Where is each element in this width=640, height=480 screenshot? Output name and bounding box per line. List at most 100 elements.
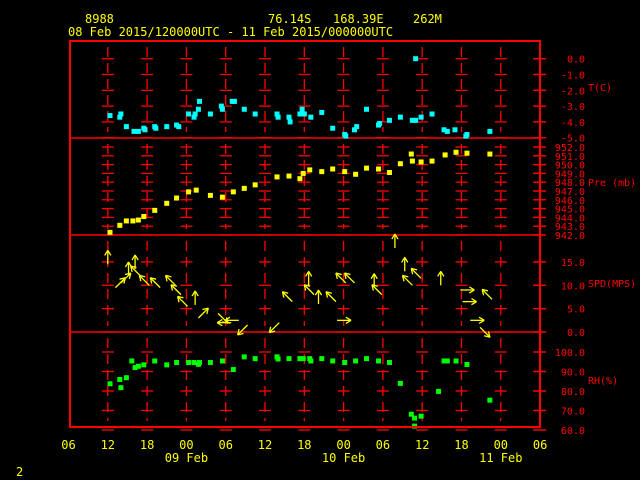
humidity-point: [444, 358, 450, 364]
wind-arrow-head: [401, 256, 406, 263]
pressure-point: [442, 152, 448, 158]
temperature-point: [418, 114, 424, 120]
humidity-point: [275, 356, 281, 362]
wind-arrow: [104, 249, 112, 265]
station-latitude: 76.14S: [268, 12, 311, 26]
wind-arrow: [149, 277, 161, 289]
x-tick-label: 06: [218, 438, 232, 452]
humidity-point: [412, 415, 418, 421]
wind-arrow-head: [149, 277, 153, 284]
wind-arrow-head: [282, 291, 289, 294]
axes: 0.0 -1.0 -2.0 -3.0 -4.0 -5.0 T(C) 952.0951.0950…: [61, 55, 636, 465]
wind-arrow-head: [303, 284, 307, 291]
humidity-point: [342, 360, 348, 366]
humidity-point: [487, 397, 493, 403]
pressure-point: [130, 218, 136, 224]
y-tick-label-pressure: 946.0: [555, 196, 585, 207]
humidity-point: [453, 358, 459, 364]
wind-arrow-head: [411, 267, 418, 271]
pressure-point: [297, 176, 303, 182]
wind-arrow-head: [344, 272, 351, 276]
y-tick-label-pressure: 950.0: [555, 161, 585, 172]
temperature-point: [330, 125, 336, 131]
wind-arrow-head: [130, 265, 133, 273]
y-tick-label-temperature: -2.0: [561, 86, 585, 97]
wind-arrow-head: [305, 270, 310, 277]
wind-arrow: [391, 233, 399, 248]
wind-arrow-head: [482, 288, 489, 292]
page-number: 2: [16, 465, 23, 479]
wind-arrow: [303, 284, 315, 296]
temperature-point: [444, 128, 450, 134]
wind-arrow-head: [107, 249, 112, 256]
wind-arrow-head: [478, 319, 485, 324]
temperature-point: [452, 127, 458, 133]
x-tick-label: 12: [101, 438, 115, 452]
wind-arrow-head: [317, 289, 323, 296]
wind-arrow: [460, 286, 475, 294]
temperature-point: [429, 111, 435, 117]
wind-arrow-head: [128, 272, 132, 280]
wind-arrow: [170, 284, 182, 296]
wind-arrow-head: [440, 270, 445, 277]
pressure-point: [186, 189, 192, 195]
humidity-point: [207, 360, 213, 366]
wind-arrow-head: [371, 284, 378, 287]
temperature-point: [397, 114, 403, 120]
wind-arrow-head: [345, 316, 352, 321]
wind-arrow-head: [224, 316, 231, 321]
wind-arrow-head: [394, 233, 399, 240]
pressure-point: [241, 185, 247, 191]
wind-arrow-head: [119, 277, 126, 280]
wind-arrow-head: [191, 290, 196, 297]
wind-arrow-head: [471, 297, 477, 303]
temperature-point: [153, 125, 159, 131]
pressure-point: [386, 170, 392, 176]
temperature-point: [135, 128, 141, 134]
wind-arrow-shaft: [371, 284, 383, 296]
wind-arrow-head: [130, 265, 137, 269]
y-tick-label-pressure: 944.0: [555, 213, 585, 224]
humidity-point: [129, 358, 135, 364]
wind-arrow-head: [308, 270, 313, 277]
wind-arrow-shaft: [237, 324, 248, 336]
wind-arrow: [197, 307, 209, 319]
temperature-point: [275, 114, 281, 120]
wind-arrow-head: [134, 254, 139, 261]
temperature-point: [301, 111, 307, 117]
temperature-point: [252, 111, 258, 117]
wind-arrow-head: [216, 322, 223, 327]
x-tick-label: 00: [336, 438, 350, 452]
y-tick-label-temperature: -4.0: [561, 118, 585, 129]
x-date-label: 11 Feb: [479, 451, 522, 465]
humidity-point: [141, 362, 147, 368]
wind-arrow-head: [471, 301, 477, 306]
wind-arrow: [176, 295, 188, 307]
wind-arrow-shaft: [177, 295, 188, 307]
pressure-point: [330, 166, 336, 172]
wind-arrow-shaft: [344, 272, 355, 284]
pressure-point: [342, 169, 348, 175]
pressure-point: [409, 158, 415, 164]
wind-arrow: [224, 316, 239, 324]
wind-arrow-head: [402, 274, 409, 278]
y-tick-label-pressure: 945.0: [555, 205, 585, 216]
wind-arrow-head: [202, 307, 209, 311]
temperature-point: [441, 127, 447, 133]
temperature-point: [219, 106, 225, 112]
temperature-point: [487, 128, 493, 134]
temperature-point: [192, 111, 198, 117]
wind-arrow-shaft: [268, 322, 280, 334]
wind-arrow: [481, 288, 493, 300]
y-tick-label-wind: 10.0: [561, 281, 585, 292]
humidity-point: [186, 360, 192, 366]
plot-frame: [69, 40, 541, 428]
wind-arrow-shaft: [149, 277, 161, 289]
humidity-point: [252, 356, 258, 362]
wind-arrow: [462, 297, 477, 306]
wind-arrow-head: [150, 277, 157, 280]
humidity-point: [117, 376, 123, 382]
station-id: 8988: [85, 12, 114, 26]
pressure-point: [487, 151, 493, 157]
